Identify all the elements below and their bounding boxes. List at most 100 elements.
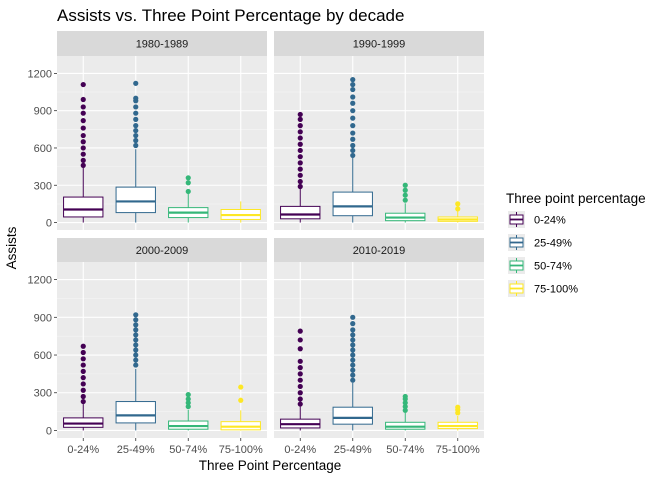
outlier-point bbox=[80, 81, 86, 88]
outlier-point bbox=[133, 342, 139, 348]
outlier-point bbox=[80, 96, 86, 103]
x-tick-label: 25-49% bbox=[334, 444, 372, 456]
boxplot bbox=[280, 328, 321, 431]
y-tick-label: 600 bbox=[34, 350, 52, 362]
y-tick-label: 900 bbox=[34, 312, 52, 324]
outlier-point bbox=[133, 127, 139, 134]
outlier-point bbox=[80, 387, 86, 393]
outlier-point bbox=[80, 162, 86, 168]
outlier-point bbox=[350, 372, 356, 378]
outlier-point bbox=[350, 337, 356, 343]
outlier-point bbox=[297, 123, 303, 129]
x-axis-title: Three Point Percentage bbox=[199, 458, 342, 473]
outlier-point bbox=[350, 352, 356, 358]
y-tick-label: 600 bbox=[34, 143, 52, 155]
y-tick-label: 0 bbox=[46, 218, 52, 230]
outlier-point bbox=[133, 95, 139, 101]
outlier-point bbox=[297, 172, 303, 178]
x-tick-label: 75-100% bbox=[436, 444, 480, 456]
facet-strip bbox=[274, 238, 484, 262]
outlier-point bbox=[350, 81, 356, 88]
outlier-point bbox=[350, 108, 356, 114]
outlier-point bbox=[402, 187, 408, 193]
x-tick-label: 50-74% bbox=[386, 444, 424, 456]
facet-panel: 2010-2019 0-24% 25-49% 50-74% 75-100% bbox=[274, 238, 484, 456]
outlier-point bbox=[80, 110, 86, 116]
outlier-point bbox=[350, 377, 356, 383]
outlier-point bbox=[350, 100, 356, 106]
boxplot bbox=[385, 182, 426, 223]
y-axis-title: Assists bbox=[4, 226, 19, 269]
outlier-point bbox=[297, 390, 303, 396]
outlier-point bbox=[133, 347, 139, 353]
facet-label: 2000-2009 bbox=[136, 245, 189, 257]
outlier-point bbox=[133, 322, 139, 328]
outlier-point bbox=[80, 104, 86, 110]
outlier-point bbox=[350, 136, 356, 142]
y-tick-label: 1200 bbox=[28, 68, 52, 80]
boxplot bbox=[63, 81, 104, 223]
outlier-point bbox=[350, 367, 356, 373]
outlier-point bbox=[80, 393, 86, 400]
outlier-point bbox=[238, 384, 244, 390]
outlier-point bbox=[80, 151, 86, 157]
outlier-point bbox=[297, 147, 303, 154]
outlier-point bbox=[455, 206, 461, 212]
outlier-point bbox=[133, 104, 139, 110]
y-tick-label: 1200 bbox=[28, 275, 52, 287]
outlier-point bbox=[133, 337, 139, 343]
outlier-point bbox=[133, 142, 139, 149]
outlier-point bbox=[297, 346, 303, 352]
outlier-point bbox=[80, 398, 86, 405]
chart-title: Assists vs. Three Point Percentage by de… bbox=[57, 6, 404, 25]
outlier-point bbox=[80, 343, 86, 349]
outlier-point bbox=[80, 145, 86, 151]
outlier-point bbox=[80, 356, 86, 362]
outlier-point bbox=[350, 123, 356, 129]
outlier-point bbox=[297, 337, 303, 343]
outlier-point bbox=[133, 80, 139, 86]
facet-panel: 1980-1989 0 300 600 900 1200 bbox=[28, 31, 267, 230]
outlier-point bbox=[297, 383, 303, 390]
y-tick-label: 0 bbox=[46, 425, 52, 437]
box bbox=[280, 205, 321, 220]
outlier-point bbox=[350, 77, 356, 83]
outlier-point bbox=[350, 314, 356, 320]
panel-background bbox=[57, 262, 267, 438]
outlier-point bbox=[80, 125, 86, 131]
legend-label: 25-49% bbox=[534, 238, 572, 250]
outlier-point bbox=[297, 160, 303, 166]
boxplot bbox=[220, 201, 261, 223]
outlier-point bbox=[350, 130, 356, 136]
outlier-point bbox=[297, 365, 303, 371]
outlier-point bbox=[297, 328, 303, 334]
legend-item: 50-74% bbox=[508, 257, 572, 274]
outlier-point bbox=[350, 362, 356, 368]
outlier-point bbox=[297, 377, 303, 383]
outlier-point bbox=[297, 183, 303, 190]
facet-label: 1990-1999 bbox=[353, 39, 406, 51]
outlier-point bbox=[297, 141, 303, 147]
outlier-point bbox=[133, 123, 139, 129]
outlier-point bbox=[185, 392, 191, 398]
outlier-point bbox=[185, 396, 191, 402]
y-tick-label: 300 bbox=[34, 388, 52, 400]
x-tick-label: 0-24% bbox=[284, 444, 316, 456]
outlier-point bbox=[80, 349, 86, 356]
outlier-point bbox=[350, 332, 356, 338]
x-tick-label: 0-24% bbox=[67, 444, 99, 456]
outlier-point bbox=[185, 400, 191, 406]
outlier-point bbox=[297, 371, 303, 377]
outlier-point bbox=[185, 188, 191, 195]
y-tick-label: 900 bbox=[34, 106, 52, 118]
y-tick-label: 300 bbox=[34, 180, 52, 192]
x-tick-label: 25-49% bbox=[117, 444, 155, 456]
facet-strip bbox=[57, 31, 267, 56]
outlier-point bbox=[402, 403, 408, 410]
boxplot bbox=[437, 201, 478, 223]
facet-panel: 2000-2009 0 300 600 900 1200 0-24% 25-49% 50-74%… bbox=[28, 238, 267, 456]
legend-title: Three point percentage bbox=[506, 191, 646, 206]
outlier-point bbox=[350, 327, 356, 333]
outlier-point bbox=[350, 152, 356, 159]
facet-label: 2010-2019 bbox=[353, 245, 406, 257]
